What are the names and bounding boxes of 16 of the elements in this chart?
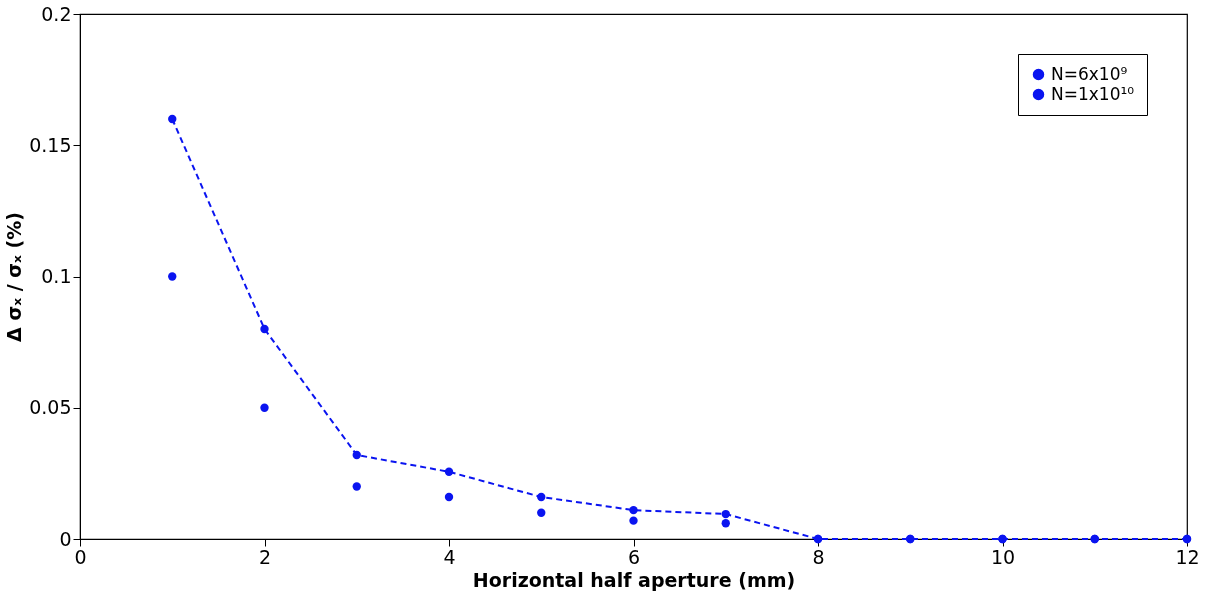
x-axis-title: Horizontal half aperture (mm) xyxy=(472,568,796,591)
y-tick-label: 0.05 xyxy=(29,396,72,419)
x-tick-label: 6 xyxy=(627,545,641,568)
y-tick-label: 0.2 xyxy=(41,2,72,25)
y-tick-label: 0.15 xyxy=(29,133,72,156)
legend-label: N=6x10⁹ xyxy=(1051,63,1128,84)
y-axis-title: Δ σₓ / σₓ (%) xyxy=(3,212,26,342)
x-tick-label: 12 xyxy=(1175,545,1200,568)
legend-label: N=1x10¹⁰ xyxy=(1051,83,1135,104)
x-tick-label: 4 xyxy=(443,545,456,568)
x-tick-label: 10 xyxy=(990,545,1016,568)
x-tick-label: 2 xyxy=(258,545,272,568)
y-tick-label: 0 xyxy=(59,527,72,550)
x-tick-label: 8 xyxy=(812,545,825,568)
x-tick-label: 0 xyxy=(74,545,87,568)
y-tick-label: 0.1 xyxy=(41,265,72,287)
